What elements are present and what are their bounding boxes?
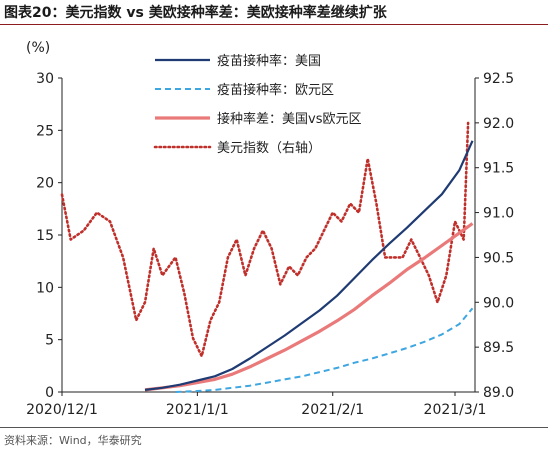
y-tick-label-left: 30 (36, 71, 54, 87)
source-note: 资料来源：Wind，华泰研究 (4, 434, 142, 447)
y-tick-label-right: 91.0 (483, 206, 514, 222)
y-tick-label-left: 5 (45, 333, 54, 349)
y-axis-label: (%) (26, 40, 50, 56)
series-line-us-vaccination (144, 140, 474, 391)
x-tick-label: 2020/12/1 (26, 402, 98, 418)
legend-label: 美元指数（右轴） (217, 141, 321, 156)
x-tick-label: 2021/2/1 (301, 402, 364, 418)
title-rule (0, 24, 548, 25)
footer-rule (0, 427, 548, 428)
y-tick-label-right: 92.5 (483, 71, 514, 87)
x-tick-label: 2021/1/1 (166, 402, 229, 418)
y-tick-label-left: 15 (36, 228, 54, 244)
legend-label: 接种率差：美国vs欧元区 (217, 111, 361, 127)
legend-label: 疫苗接种率：美国 (217, 53, 321, 69)
y-tick-label-left: 25 (36, 123, 54, 139)
legend-label: 疫苗接种率：欧元区 (217, 82, 334, 98)
y-tick-label-right: 92.0 (483, 116, 514, 132)
y-tick-label-right: 91.5 (483, 161, 514, 177)
series-line-vaccination-gap (144, 222, 474, 392)
series-line-eurozone-vaccination (175, 307, 474, 393)
chart-axes: 0 5 10 15 20 25 30 89.0 89.5 90.0 90.5 91.0 91.5 92.0… (26, 71, 514, 418)
y-tick-label-left: 0 (45, 385, 54, 401)
y-tick-label-right: 90.5 (483, 250, 514, 266)
figure-title: 图表20：美元指数 vs 美欧接种率差：美欧接种率差继续扩张 (4, 5, 387, 21)
series-line-dollar-index (60, 121, 470, 358)
y-tick-label-right: 89.0 (483, 385, 514, 401)
x-tick-label: 2021/3/1 (424, 402, 487, 418)
series-layer (60, 121, 474, 393)
y-tick-label-left: 10 (36, 280, 54, 296)
y-tick-label-left: 20 (36, 176, 54, 192)
y-tick-label-right: 89.5 (483, 340, 514, 356)
y-tick-label-right: 90.0 (483, 295, 514, 311)
